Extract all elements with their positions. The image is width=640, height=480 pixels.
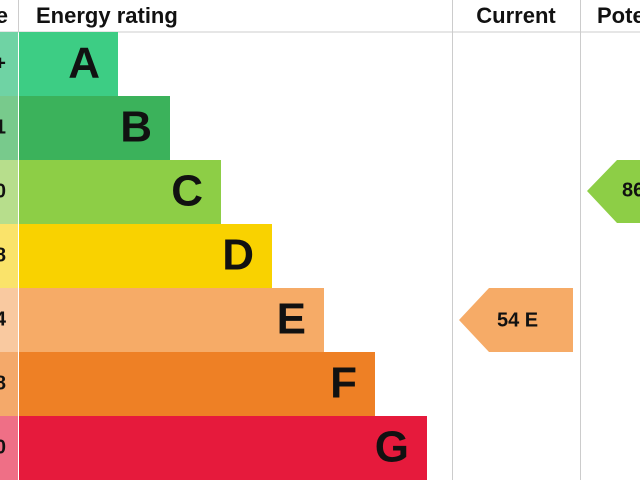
current-label: 54 E (497, 309, 538, 331)
score-range: 55-68 (0, 244, 6, 266)
rating-letter: C (171, 167, 203, 216)
score-cell (0, 32, 18, 96)
rating-bar (19, 224, 272, 288)
rating-bar (19, 416, 427, 480)
score-cell (0, 160, 18, 224)
rating-letter: E (277, 295, 306, 344)
rating-bar (19, 96, 170, 160)
score-range: 39-54 (0, 308, 7, 330)
header-current: Current (476, 3, 556, 28)
score-range: 81-91 (0, 116, 6, 138)
score-cell (0, 288, 18, 352)
header-score: Score (0, 3, 8, 28)
score-range: 21-38 (0, 372, 6, 394)
current-arrow (459, 288, 573, 352)
score-cell (0, 224, 18, 288)
rating-bar (19, 288, 324, 352)
score-cell (0, 96, 18, 160)
rating-bar (19, 32, 118, 96)
header-rating: Energy rating (36, 3, 178, 28)
score-range: 92+ (0, 52, 6, 74)
rating-letter: A (68, 39, 100, 88)
header-potential: Potential (597, 3, 640, 28)
score-range: 69-80 (0, 180, 6, 202)
potential-label: 86 B (622, 179, 640, 201)
rating-bar (19, 352, 375, 416)
score-cell (0, 416, 18, 480)
rating-bar (19, 160, 221, 224)
score-range: 1-20 (0, 436, 6, 458)
rating-letter: G (375, 423, 409, 472)
rating-letter: F (330, 359, 357, 408)
potential-arrow (587, 160, 640, 223)
score-cell (0, 352, 18, 416)
rating-letter: D (222, 231, 254, 280)
rating-letter: B (120, 103, 152, 152)
